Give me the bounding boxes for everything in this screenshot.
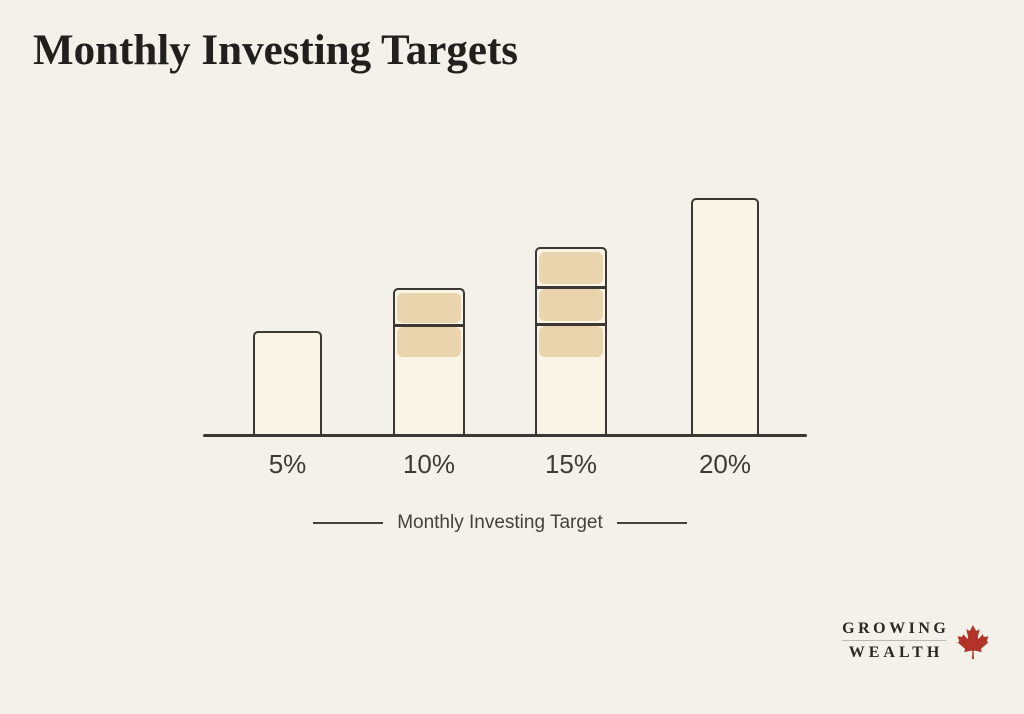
maple-leaf-shape [957, 625, 989, 659]
legend-label: Monthly Investing Target [397, 512, 603, 533]
bar-highlight-segment [539, 326, 603, 357]
bar-highlight-segment [539, 252, 603, 284]
legend-line-right [616, 522, 687, 524]
bar-divider-line [536, 323, 606, 326]
x-tick-label: 5% [268, 449, 307, 479]
brand-logo: GROWING WEALTH [840, 620, 990, 662]
legend: Monthly Investing Target [203, 512, 797, 534]
bar-highlight-segment [539, 289, 603, 321]
bar-divider-line [394, 324, 464, 327]
x-axis-line [203, 434, 807, 437]
x-tick-label: 20% [698, 449, 752, 479]
bar-15pct [535, 247, 607, 436]
bar-20pct [691, 198, 759, 436]
maple-leaf-icon [957, 625, 989, 659]
legend-line-left [313, 522, 384, 524]
brand-name-line1: GROWING [842, 620, 950, 637]
brand-logo-text: GROWING WEALTH [840, 620, 948, 662]
brand-name-line2: WEALTH [848, 644, 944, 661]
logo-divider-line [842, 640, 946, 641]
page-title: Monthly Investing Targets [33, 27, 519, 74]
bar-highlight-segment [397, 293, 461, 323]
bar-10pct [393, 288, 465, 436]
bar-divider-line [536, 286, 606, 289]
x-tick-label: 15% [544, 449, 598, 479]
bar-5pct [253, 331, 322, 436]
bar-highlight-segment [397, 327, 461, 357]
x-tick-label: 10% [402, 449, 456, 479]
